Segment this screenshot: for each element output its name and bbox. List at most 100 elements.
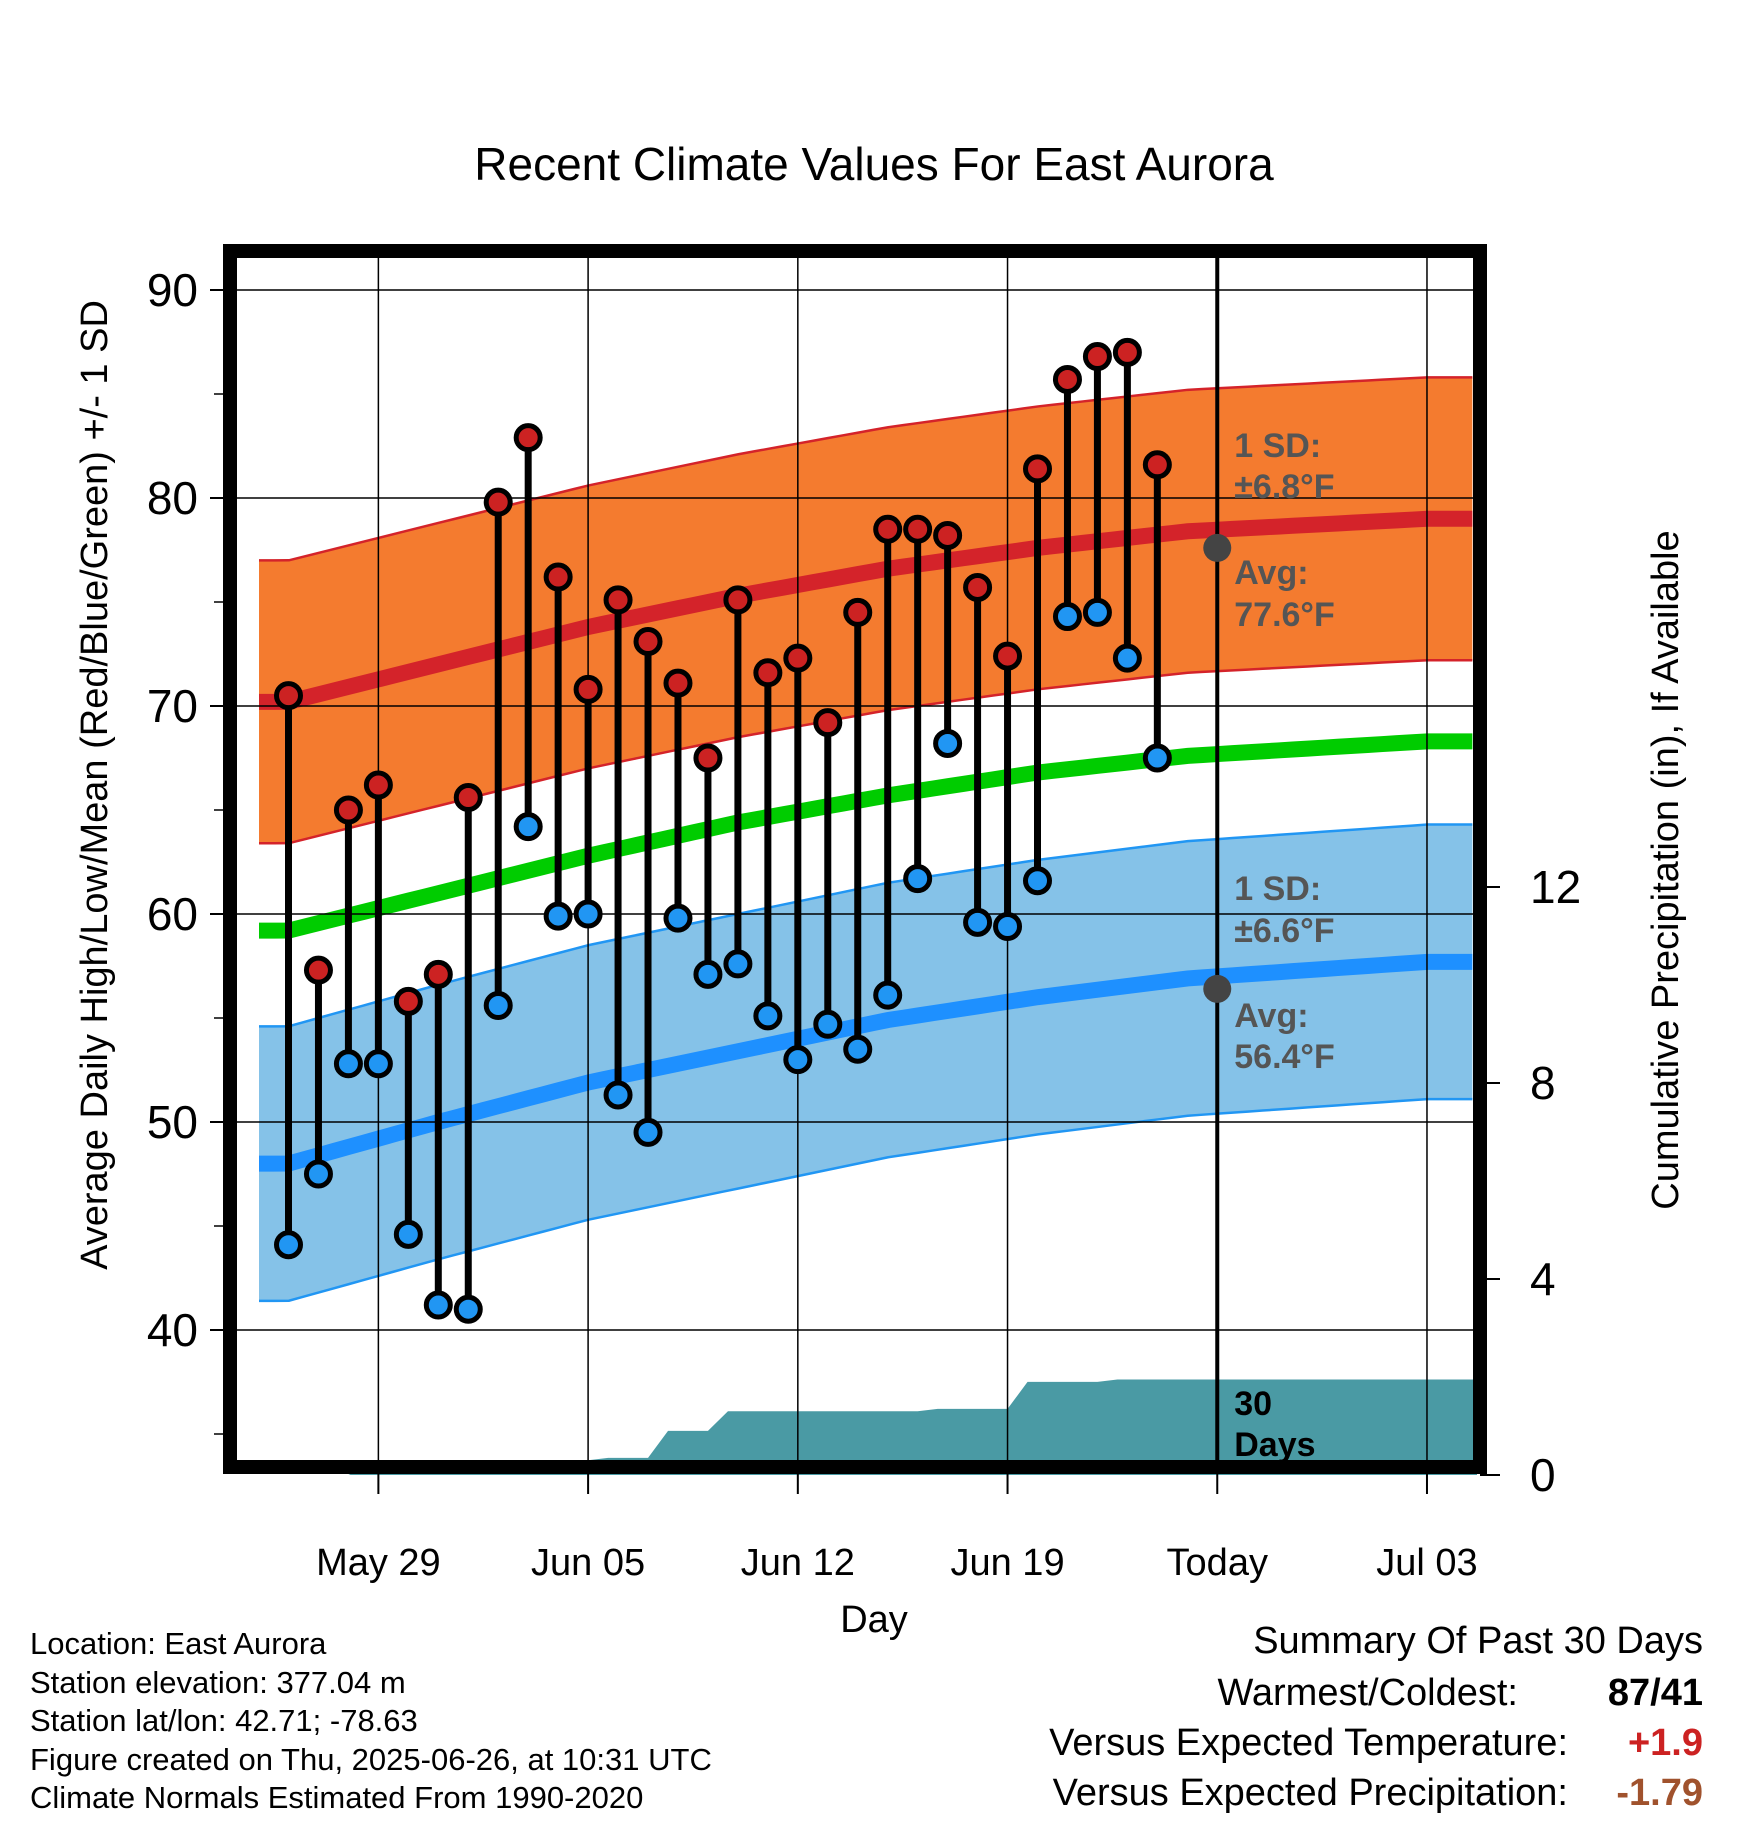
low-point [513, 812, 543, 842]
y-tick-label: 40 [147, 1304, 198, 1356]
high-point [933, 520, 963, 550]
footer-elevation: Station elevation: 377.04 m [30, 1664, 406, 1700]
low-point [1142, 743, 1172, 773]
low-sd-band [259, 824, 1473, 1301]
high-point [483, 487, 513, 517]
low-point [963, 907, 993, 937]
low-mean-line [259, 953, 1473, 1172]
low-point [873, 980, 903, 1010]
high-sd-label: 1 SD: [1234, 427, 1321, 465]
low-point [723, 949, 753, 979]
high-point [1023, 454, 1052, 484]
footer-normals: Climate Normals Estimated From 1990-2020 [30, 1780, 644, 1815]
high-point [1142, 450, 1172, 480]
footer-created: Figure created on Thu, 2025-06-26, at 10… [30, 1741, 712, 1777]
y2-tick-label: 4 [1530, 1253, 1556, 1305]
x-tick-label: May 29 [316, 1542, 441, 1584]
y2-tick-label: 12 [1530, 861, 1581, 913]
low-point [603, 1080, 633, 1110]
y-tick-label: 90 [147, 264, 198, 316]
low-point [753, 1001, 783, 1031]
low-point [903, 864, 933, 894]
high-point [903, 514, 933, 544]
precip-area [259, 1379, 1477, 1475]
y-tick-label: 70 [147, 680, 198, 732]
high-point [633, 627, 663, 657]
low-point [813, 1009, 843, 1039]
high-avg-label: Avg: [1234, 554, 1308, 592]
low-point [274, 1230, 303, 1260]
high-point [963, 572, 993, 602]
low-point [783, 1045, 813, 1075]
station-info: Location: East Aurora Station elevation:… [30, 1625, 712, 1818]
high-point [1082, 342, 1112, 372]
high-sd-upper-edge [259, 376, 1473, 562]
y2-axis-label: Cumulative Precipitation (in), If Availa… [1645, 530, 1687, 1209]
low-point [393, 1219, 423, 1249]
low-point [693, 959, 723, 989]
x-tick-label: Jun 19 [950, 1542, 1064, 1584]
high-point [453, 783, 483, 813]
low-point [1112, 643, 1142, 673]
high-point [393, 986, 423, 1016]
summary-title: Summary Of Past 30 Days [1253, 1620, 1703, 1662]
y-tick-label: 50 [147, 1096, 198, 1148]
precip-days-label: Days [1234, 1426, 1315, 1464]
x-tick-label: Jun 12 [741, 1542, 855, 1584]
low-avg-value: 56.4°F [1234, 1038, 1335, 1076]
low-sd-label: 1 SD: [1234, 870, 1321, 908]
high-point [1052, 364, 1082, 394]
low-point [1052, 602, 1082, 632]
plot-frame [223, 244, 1487, 1474]
summary-warmest-label: Warmest/Coldest: [1217, 1672, 1518, 1714]
low-point [1023, 866, 1052, 896]
low-point [843, 1034, 873, 1064]
low-sd-lower-edge [259, 1097, 1473, 1303]
summary-precip-label: Versus Expected Precipitation: [1052, 1772, 1568, 1814]
high-point [333, 795, 363, 825]
today-high-normal-marker [1203, 533, 1232, 562]
high-point [873, 514, 903, 544]
x-axis-label: Day [840, 1599, 908, 1641]
high-point [783, 643, 813, 673]
high-point [693, 743, 723, 773]
low-point [933, 728, 963, 758]
y-tick-label: 60 [147, 888, 198, 940]
low-point [363, 1049, 393, 1079]
x-tick-label: Today [1167, 1542, 1268, 1584]
high-point [303, 955, 333, 985]
high-point [543, 562, 573, 592]
low-point [633, 1117, 663, 1147]
high-point [274, 681, 303, 711]
precip-days-number: 30 [1234, 1385, 1272, 1423]
high-point [363, 770, 393, 800]
low-point [543, 901, 573, 931]
low-sd-value: ±6.6°F [1234, 912, 1334, 950]
high-mean-line [259, 510, 1473, 710]
y2-tick-label: 8 [1530, 1057, 1556, 1109]
high-point [993, 641, 1023, 671]
x-tick-label: Jul 03 [1376, 1542, 1477, 1584]
today-low-normal-marker [1203, 974, 1232, 1003]
high-point [663, 668, 693, 698]
low-point [423, 1290, 453, 1320]
high-point [603, 585, 633, 615]
high-point [723, 585, 753, 615]
high-point [753, 658, 783, 688]
daily-mean-line [259, 733, 1473, 939]
low-point [483, 991, 513, 1021]
y2-tick-label: 0 [1530, 1449, 1556, 1501]
low-sd-upper-edge [259, 823, 1473, 1028]
high-point [1112, 337, 1142, 367]
high-point [813, 708, 843, 738]
high-point [423, 959, 453, 989]
low-point [453, 1294, 483, 1324]
high-avg-value: 77.6°F [1234, 596, 1335, 634]
summary-precip-value: -1.79 [1616, 1772, 1703, 1814]
high-point [513, 423, 543, 453]
footer-latlon: Station lat/lon: 42.71; -78.63 [30, 1703, 418, 1738]
summary-temp-value: +1.9 [1627, 1722, 1703, 1764]
high-sd-value: ±6.8°F [1234, 468, 1334, 506]
low-point [993, 911, 1023, 941]
